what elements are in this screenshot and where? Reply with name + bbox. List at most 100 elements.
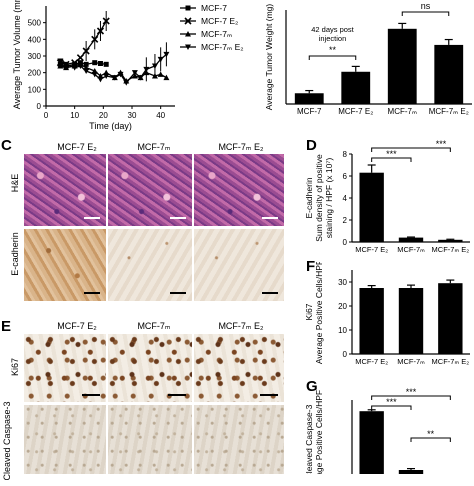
micrograph-he-mcf7m — [108, 154, 192, 226]
y-tick-label: 20 — [338, 302, 347, 311]
row-label-ecadherin: E-cadherin — [10, 232, 20, 276]
significance-bracket — [410, 437, 451, 442]
data-point — [151, 63, 158, 69]
y-tick-label: 10 — [338, 326, 347, 335]
data-point — [71, 65, 78, 71]
data-point — [103, 73, 110, 79]
y-axis-title: E-cadherin — [304, 177, 314, 218]
data-point — [83, 61, 89, 67]
data-point — [91, 35, 99, 43]
significance-label: ** — [329, 45, 337, 55]
significance-bracket — [308, 55, 357, 60]
data-point — [131, 73, 138, 79]
category-label: MCF-7ₘ — [397, 357, 425, 366]
bar — [438, 239, 463, 242]
row-label-cleaved-caspase: Cleaved Caspase-3 — [2, 401, 12, 481]
data-point — [157, 71, 164, 77]
y-axis-title: Average Positive Cells/HPF — [314, 390, 324, 474]
bar — [294, 93, 324, 104]
bar — [341, 71, 371, 104]
data-point — [163, 74, 170, 81]
data-point — [63, 61, 70, 68]
y-tick-label: 30 — [338, 278, 347, 287]
bar — [398, 237, 424, 242]
significance-bracket — [371, 147, 451, 152]
panel-b-bar-chart: MCF-7 MCF-7 E₂ MCF-7ₘ MCF-7ₘ E₂ Average Tumo… — [264, 1, 472, 116]
column-label-mcf7m-e2: MCF-7ₘ E₂ — [218, 142, 264, 152]
bar — [434, 44, 464, 104]
data-point — [71, 59, 79, 67]
panel-d-label: D — [306, 137, 317, 154]
y-tick-label: 0 — [343, 238, 348, 247]
column-label-mcf7-e2: MCF-7 E₂ — [57, 142, 97, 152]
legend-marker — [184, 17, 192, 25]
x-tick-label: 40 — [156, 111, 165, 120]
micrograph-he-mcf7m-e2 — [194, 154, 284, 226]
category-label: MCF-7ₘ — [397, 245, 425, 254]
bar — [387, 28, 417, 104]
bar — [359, 172, 384, 242]
panel-f-label: F — [306, 258, 316, 275]
chart-f-plot: 0 10 20 30 MCF-7 E₂ MCF-7ₘ MCF-7ₘ E₂ Ki67 Averag… — [304, 262, 470, 366]
data-point — [57, 58, 64, 64]
category-label: MCF-7ₘ E₂ — [432, 357, 470, 366]
panel-e-label: E — [1, 318, 12, 335]
category-label: MCF-7 E₂ — [355, 357, 388, 366]
data-point — [92, 60, 98, 66]
y-tick-label: 0 — [37, 102, 42, 111]
legend-marker — [185, 44, 191, 50]
y-axis-title: Average Tumor Weight (mg) — [264, 4, 274, 111]
bar — [398, 470, 424, 474]
bar — [359, 288, 384, 354]
y-axis-title: Ki67 — [304, 303, 314, 320]
data-point — [123, 80, 130, 86]
y-tick-label: 500 — [28, 19, 42, 28]
category-label: MCF-7 E₂ — [355, 245, 388, 254]
row-label-ki67: Ki67 — [10, 358, 20, 377]
data-point — [91, 71, 98, 78]
category-label: MCF-7 E₂ — [338, 107, 373, 116]
y-tick-label: 4 — [343, 194, 348, 203]
y-axis-title: Average Tumor Volume (mm — [12, 0, 22, 109]
annotation-text: 42 days post — [311, 25, 354, 34]
data-point — [76, 54, 84, 62]
data-point — [97, 76, 104, 83]
legend-label: MCF-7 E₂ — [201, 16, 238, 26]
panel-g-label: G — [306, 378, 318, 395]
micrograph-caspase-mcf7m — [108, 405, 192, 474]
category-label: MCF-7 — [297, 107, 322, 116]
bar — [359, 411, 384, 474]
legend-label: MCF-7ₘ — [201, 29, 233, 39]
data-point — [57, 63, 64, 69]
data-point — [77, 63, 84, 69]
y-axis-title: Sum density of positive — [314, 154, 324, 242]
significance-bracket — [401, 11, 450, 16]
annotation-text: injection — [319, 34, 347, 43]
data-point — [83, 68, 90, 74]
significance-bracket — [371, 157, 412, 162]
significance-label: ** — [427, 429, 435, 439]
y-axis-title: Average Positive Cells/HPF — [314, 262, 324, 364]
significance-label: *** — [436, 140, 447, 149]
panel-f-bar-chart: 0 10 20 30 MCF-7 E₂ MCF-7ₘ MCF-7ₘ E₂ Ki67 Averag… — [304, 262, 470, 366]
significance-bracket — [371, 405, 412, 410]
y-tick-label: 2 — [343, 216, 348, 225]
data-point — [111, 75, 118, 81]
significance-label: *** — [406, 387, 417, 397]
y-axis-title: staining / HPF (x 10⁷) — [324, 158, 334, 239]
column-label-mcf7m: MCF-7ₘ — [137, 142, 171, 152]
micrograph-caspase-mcf7-e2 — [24, 405, 106, 474]
data-point — [157, 56, 164, 63]
significance-label: *** — [386, 149, 397, 159]
micrograph-caspase-mcf7m-e2 — [194, 405, 284, 474]
x-tick-label: 30 — [128, 111, 137, 120]
panel-d-bar-chart: 0 2 4 6 8 MCF-7 E₂ MCF-7ₘ MCF-7ₘ E₂ E-cadherin Su… — [304, 140, 470, 254]
bar — [438, 283, 463, 354]
micrograph-he-mcf7-e2 — [24, 154, 106, 226]
legend-label: MCF-7 — [201, 3, 227, 13]
x-axis-title: Time (day) — [89, 121, 132, 131]
y-tick-label: 0 — [343, 350, 348, 359]
